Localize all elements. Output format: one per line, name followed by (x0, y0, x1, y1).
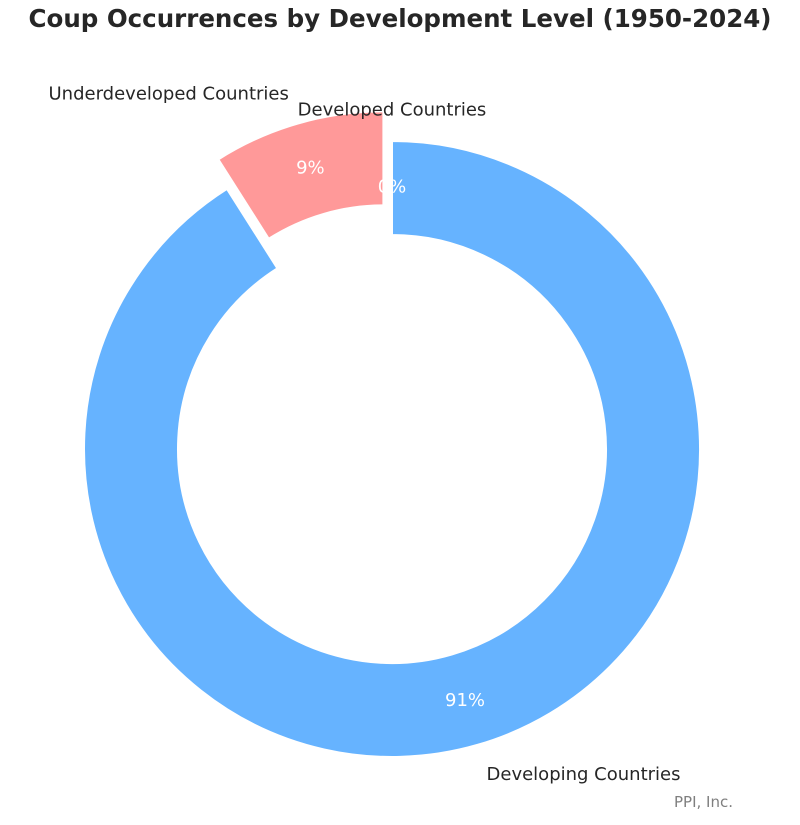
slice-underdeveloped-countries (216, 110, 385, 241)
label-group: 0% Developed Countries 9% Underdeveloped Co… (49, 84, 681, 785)
percent-label-underdeveloped-countries: 9% (296, 158, 325, 179)
category-label-developed-countries: Developed Countries (298, 100, 487, 121)
chart-title: Coup Occurrences by Development Level (1… (28, 4, 772, 33)
category-label-developing-countries: Developing Countries (487, 764, 681, 785)
footer-credit: PPI, Inc. (674, 793, 733, 811)
slice-group (83, 110, 701, 758)
percent-label-developed-countries: 0% (378, 177, 407, 198)
category-label-underdeveloped-countries: Underdeveloped Countries (49, 84, 289, 105)
slice-developing-countries (83, 139, 701, 758)
percent-label-developing-countries: 91% (445, 690, 485, 711)
